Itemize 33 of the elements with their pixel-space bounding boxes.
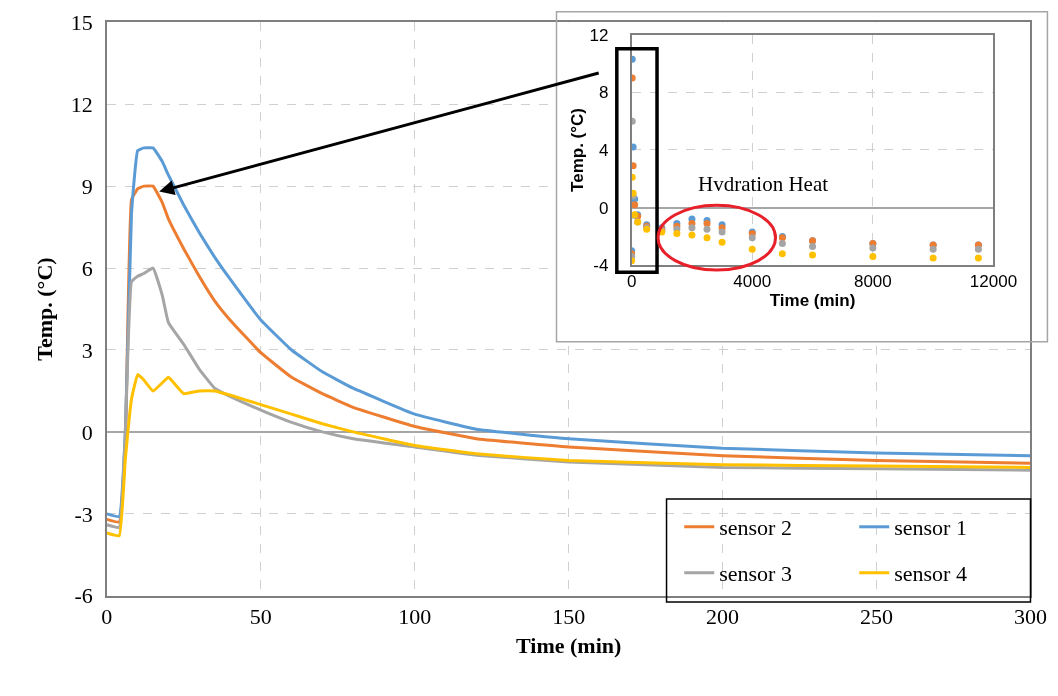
x-tick-label: 4000 (733, 272, 772, 292)
x-tick-label: 8000 (853, 272, 892, 292)
y-tick-label: 0 (81, 419, 93, 445)
y-tick-label: 4 (599, 140, 609, 160)
legend-label: sensor 3 (719, 561, 792, 587)
x-tick-label: 150 (552, 603, 586, 629)
y-tick-label: 8 (599, 83, 609, 103)
x-axis-title: Time (min) (516, 633, 622, 659)
y-tick-label: 6 (81, 255, 93, 281)
y-tick-label: 0 (599, 198, 609, 218)
x-tick-label: 12000 (969, 272, 1018, 292)
x-tick-label: 0 (626, 272, 637, 292)
x-tick-label: 200 (706, 603, 740, 629)
y-tick-label: 15 (70, 9, 93, 35)
y-axis-title: Temp. (°C) (567, 108, 587, 192)
legend-label: sensor 4 (894, 561, 967, 587)
legend-label: sensor 1 (894, 515, 967, 541)
y-tick-label: 12 (70, 91, 93, 117)
x-tick-label: 100 (398, 603, 432, 629)
y-axis-title: Temp. (°C) (32, 257, 58, 361)
y-tick-label: -6 (74, 583, 93, 609)
x-tick-label: 250 (860, 603, 894, 629)
annotation: Hvdration Heat (698, 172, 829, 196)
x-axis-title: Time (min) (769, 291, 856, 311)
y-tick-label: -3 (74, 501, 93, 527)
x-tick-label: 300 (1013, 603, 1047, 629)
legend-label: sensor 2 (719, 515, 792, 541)
y-tick-label: -4 (593, 256, 609, 276)
y-tick-label: 12 (589, 25, 609, 45)
x-tick-label: 0 (101, 603, 113, 629)
x-tick-label: 50 (249, 603, 272, 629)
y-tick-label: 3 (81, 337, 93, 363)
y-tick-label: 9 (81, 173, 93, 199)
